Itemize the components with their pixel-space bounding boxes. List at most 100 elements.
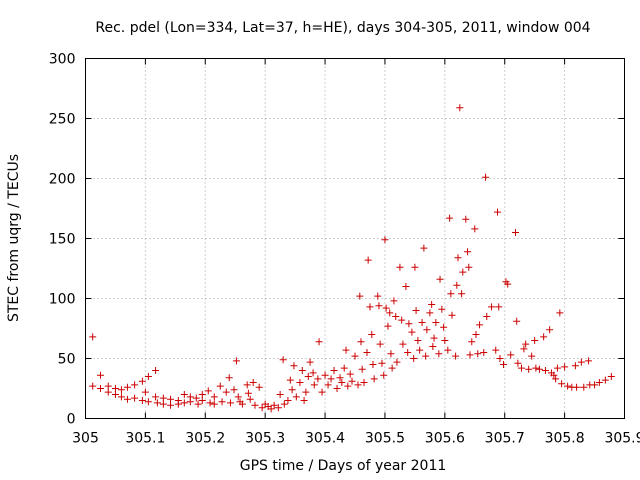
data-point-plus [210, 393, 218, 401]
data-point-plus [448, 311, 456, 319]
data-point-plus [456, 104, 464, 112]
data-point-plus [330, 367, 338, 374]
data-point-plus [492, 346, 500, 354]
data-point-plus [336, 374, 344, 382]
data-point-plus [381, 236, 389, 244]
data-point-plus [468, 338, 476, 346]
data-point-plus [571, 362, 579, 370]
data-point-plus [454, 254, 462, 262]
data-point-plus [309, 369, 317, 377]
data-point-plus [514, 359, 522, 367]
data-point-plus [370, 375, 378, 383]
data-point-plus [507, 351, 515, 359]
data-point-plus [564, 382, 572, 390]
data-point-plus [131, 381, 139, 389]
data-point-plus [550, 371, 558, 379]
data-point-plus [167, 401, 175, 409]
data-point-plus [386, 309, 394, 317]
y-tick-label: 150 [49, 232, 76, 248]
data-point-plus [552, 375, 560, 383]
x-tick-label: 305 [72, 431, 99, 447]
data-point-plus [238, 400, 246, 408]
data-point-plus [290, 362, 298, 370]
data-point-plus [351, 352, 359, 360]
data-point-plus [474, 350, 482, 358]
data-point-plus [144, 398, 152, 406]
data-point-plus [466, 351, 474, 359]
data-point-plus [465, 263, 473, 271]
x-tick-label: 305.2 [185, 431, 225, 447]
data-point-plus [369, 361, 377, 368]
data-point-plus [429, 343, 437, 350]
data-point-plus [483, 313, 491, 320]
data-point-plus [357, 338, 365, 346]
data-point-plus [382, 304, 390, 312]
data-point-plus [464, 248, 472, 256]
data-point-plus [452, 352, 460, 360]
data-point-plus [267, 405, 275, 413]
data-point-plus [432, 319, 440, 326]
data-point-plus [348, 377, 356, 385]
data-point-plus [302, 388, 310, 396]
data-point-plus [428, 301, 436, 308]
y-tick-label: 200 [49, 172, 76, 188]
data-point-plus [376, 340, 384, 348]
data-point-plus [284, 397, 292, 404]
data-point-plus [251, 401, 259, 409]
data-point-plus [402, 283, 410, 290]
data-point-plus [436, 275, 444, 283]
data-point-plus [399, 340, 407, 348]
data-point-plus [342, 346, 350, 354]
data-point-plus [230, 386, 238, 394]
data-point-plus [476, 321, 484, 329]
data-point-plus [416, 346, 424, 354]
data-point-plus [327, 375, 335, 383]
data-point-plus [408, 328, 416, 336]
data-point-plus [480, 349, 488, 356]
data-point-plus [159, 394, 167, 402]
ticks-layer: 305 305.1 305.2 305.3 305.4 305.5 305.6 305.7 30… [49, 52, 640, 447]
data-point-plus [153, 399, 161, 407]
data-point-plus [276, 391, 284, 398]
data-point-plus [426, 309, 434, 317]
data-point-plus [216, 382, 224, 390]
data-point-plus [573, 383, 581, 391]
data-point-plus [104, 382, 112, 390]
data-point-plus [495, 303, 503, 311]
data-point-plus [152, 367, 160, 374]
data-point-plus [346, 370, 354, 378]
data-point-plus [525, 365, 533, 373]
data-point-plus [441, 337, 449, 344]
data-point-plus [274, 404, 282, 412]
data-point-plus [354, 381, 362, 389]
data-point-plus [435, 350, 443, 358]
data-point-plus [446, 214, 454, 222]
data-point-plus [595, 379, 603, 386]
data-point-plus [535, 365, 543, 373]
data-point-plus [117, 386, 125, 394]
x-axis-title: GPS time / Days of year 2011 [240, 458, 447, 474]
data-point-plus [585, 357, 593, 365]
data-point-plus [210, 400, 218, 408]
x-tick-label: 305.7 [485, 431, 525, 447]
data-point-plus [152, 393, 160, 401]
data-point-plus [167, 395, 175, 403]
data-point-plus [279, 356, 287, 364]
data-point-plus [123, 383, 131, 391]
data-point-plus [198, 391, 206, 398]
data-point-plus [438, 305, 446, 313]
data-point-plus [360, 379, 368, 386]
data-point-plus [458, 290, 466, 298]
x-tick-label: 305.1 [125, 431, 165, 447]
y-tick-label: 300 [49, 52, 76, 68]
data-point-plus [206, 399, 214, 407]
data-point-plus [246, 395, 254, 403]
data-point-plus [89, 382, 97, 390]
data-point-plus [532, 364, 540, 372]
data-point-plus [306, 358, 314, 366]
data-point-plus [447, 290, 455, 298]
data-point-plus [292, 393, 300, 401]
data-point-plus [430, 334, 438, 342]
data-point-plus [528, 352, 536, 360]
